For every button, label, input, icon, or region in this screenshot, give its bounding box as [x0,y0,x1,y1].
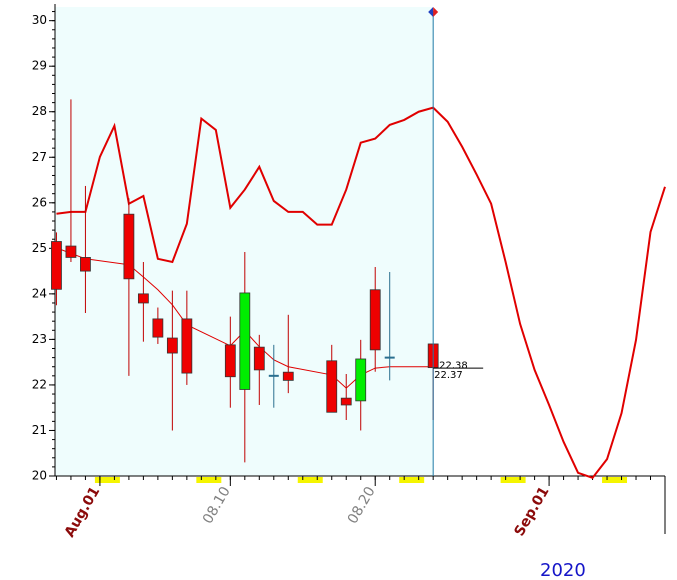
y-tick-label: 23 [32,332,47,346]
candle-body [268,374,279,377]
weekend-marker [500,477,526,483]
last-label: 22.37 [434,370,463,381]
weekend-marker [196,477,222,483]
y-tick-label: 21 [32,423,47,437]
candle-body [253,346,265,371]
candle-body [166,337,178,354]
candle-body [282,371,294,381]
candle-body [326,360,338,413]
y-tick-label: 30 [32,13,47,27]
candle-body [340,397,352,406]
candle-body [152,318,164,338]
x-tick-label: Sep.01 [511,484,552,539]
weekend-marker [602,477,628,483]
candle-body [355,358,367,402]
y-tick-label: 27 [32,150,47,164]
year-label: 2020 [540,560,586,580]
y-tick-label: 25 [32,241,47,255]
last-label: 22.38 [439,361,468,372]
x-tick-label: 08.20 [345,484,379,527]
weekend-marker [297,477,323,483]
y-tick-label: 20 [32,469,47,483]
candle-body [137,293,149,304]
candle-body [123,213,135,280]
candle-body [80,257,91,272]
x-tick-label: 08.10 [200,484,234,527]
x-tick-label: Aug.01 [62,484,104,540]
candle-body [51,241,62,290]
cursor-marker-left [428,7,434,17]
y-tick-label: 24 [32,286,47,300]
candle-body [181,318,193,374]
shaded-region [55,7,434,476]
y-tick-label: 29 [32,59,47,73]
weekend-marker [399,477,425,483]
candle-body [384,356,395,359]
candle-body [224,344,236,378]
weekend-marker [94,477,120,483]
candle-body [65,245,77,258]
y-tick-label: 22 [32,377,47,391]
weekend-markers [94,477,628,483]
y-tick-label: 28 [32,104,47,118]
cursor-marker-right [433,7,439,17]
candle-body [369,289,381,351]
candle-body [239,292,251,390]
y-tick-label: 26 [32,195,47,209]
line-series [56,106,666,480]
